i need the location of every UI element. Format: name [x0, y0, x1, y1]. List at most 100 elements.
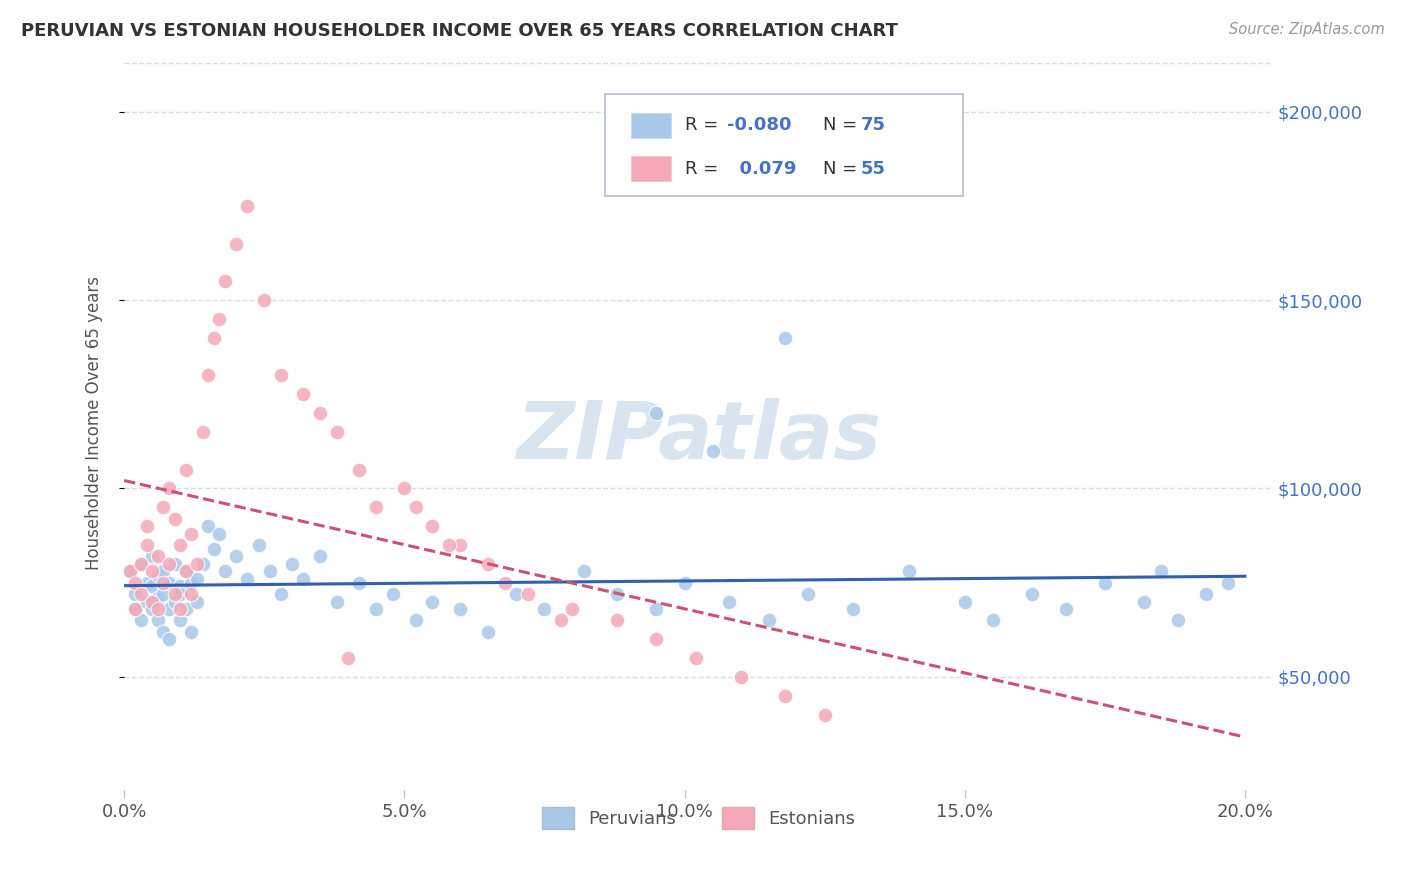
Point — [191, 557, 214, 571]
Point — [326, 425, 349, 439]
Point — [157, 602, 180, 616]
Text: ZIPatlas: ZIPatlas — [516, 398, 882, 476]
Point — [180, 526, 202, 541]
Point — [606, 587, 628, 601]
Point — [645, 632, 668, 647]
Point — [775, 331, 797, 345]
Point — [208, 526, 231, 541]
Point — [1167, 613, 1189, 627]
Point — [146, 568, 169, 582]
Point — [981, 613, 1004, 627]
Point — [186, 557, 208, 571]
Point — [1195, 587, 1218, 601]
Point — [292, 387, 315, 401]
Point — [135, 538, 157, 552]
Point — [645, 406, 668, 420]
Text: 0.079: 0.079 — [727, 160, 796, 178]
Point — [197, 519, 219, 533]
Point — [214, 274, 236, 288]
Point — [309, 406, 332, 420]
Point — [124, 602, 146, 616]
Point — [253, 293, 276, 307]
Point — [169, 538, 191, 552]
Point — [180, 575, 202, 590]
Point — [405, 613, 427, 627]
Point — [202, 331, 225, 345]
Y-axis label: Householder Income Over 65 years: Householder Income Over 65 years — [86, 276, 103, 569]
Point — [1054, 602, 1077, 616]
Point — [180, 624, 202, 639]
Point — [174, 565, 197, 579]
Point — [146, 549, 169, 564]
Point — [326, 594, 349, 608]
Point — [337, 651, 360, 665]
Point — [1021, 587, 1043, 601]
Point — [146, 613, 169, 627]
Point — [152, 565, 174, 579]
Point — [550, 613, 572, 627]
Point — [449, 602, 471, 616]
Point — [141, 602, 163, 616]
Point — [281, 557, 304, 571]
Point — [247, 538, 270, 552]
Point — [169, 579, 191, 593]
Point — [225, 236, 247, 251]
Point — [366, 500, 388, 515]
Text: Source: ZipAtlas.com: Source: ZipAtlas.com — [1229, 22, 1385, 37]
Point — [1094, 575, 1116, 590]
Point — [841, 602, 863, 616]
Point — [208, 312, 231, 326]
Point — [157, 575, 180, 590]
Point — [477, 624, 499, 639]
Point — [202, 541, 225, 556]
Point — [135, 575, 157, 590]
Point — [420, 594, 443, 608]
Point — [494, 575, 516, 590]
Legend: Peruvians, Estonians: Peruvians, Estonians — [534, 799, 863, 836]
Point — [180, 587, 202, 601]
Point — [141, 579, 163, 593]
Point — [163, 587, 186, 601]
Point — [516, 587, 538, 601]
Point — [420, 519, 443, 533]
Point — [606, 613, 628, 627]
Point — [718, 594, 741, 608]
Point — [124, 602, 146, 616]
Point — [135, 594, 157, 608]
Point — [437, 538, 460, 552]
Point — [645, 602, 668, 616]
Point — [382, 587, 405, 601]
Text: PERUVIAN VS ESTONIAN HOUSEHOLDER INCOME OVER 65 YEARS CORRELATION CHART: PERUVIAN VS ESTONIAN HOUSEHOLDER INCOME … — [21, 22, 898, 40]
Point — [405, 500, 427, 515]
Point — [505, 587, 527, 601]
Point — [146, 591, 169, 605]
Text: 55: 55 — [860, 160, 886, 178]
Point — [673, 575, 696, 590]
Point — [152, 587, 174, 601]
Point — [1133, 594, 1156, 608]
Point — [118, 565, 141, 579]
Point — [1150, 565, 1173, 579]
Point — [953, 594, 976, 608]
Point — [758, 613, 780, 627]
Point — [270, 368, 292, 383]
Point — [270, 587, 292, 601]
Point — [157, 632, 180, 647]
Text: N =: N = — [823, 116, 862, 134]
Point — [129, 557, 152, 571]
Point — [174, 565, 197, 579]
Point — [259, 565, 281, 579]
Point — [163, 511, 186, 525]
Point — [292, 572, 315, 586]
Point — [394, 482, 416, 496]
Point — [1216, 575, 1239, 590]
Point — [349, 462, 371, 476]
Point — [152, 624, 174, 639]
Point — [129, 613, 152, 627]
Point — [141, 565, 163, 579]
Point — [163, 557, 186, 571]
Point — [169, 602, 191, 616]
Point — [186, 572, 208, 586]
Point — [191, 425, 214, 439]
Point — [685, 651, 707, 665]
